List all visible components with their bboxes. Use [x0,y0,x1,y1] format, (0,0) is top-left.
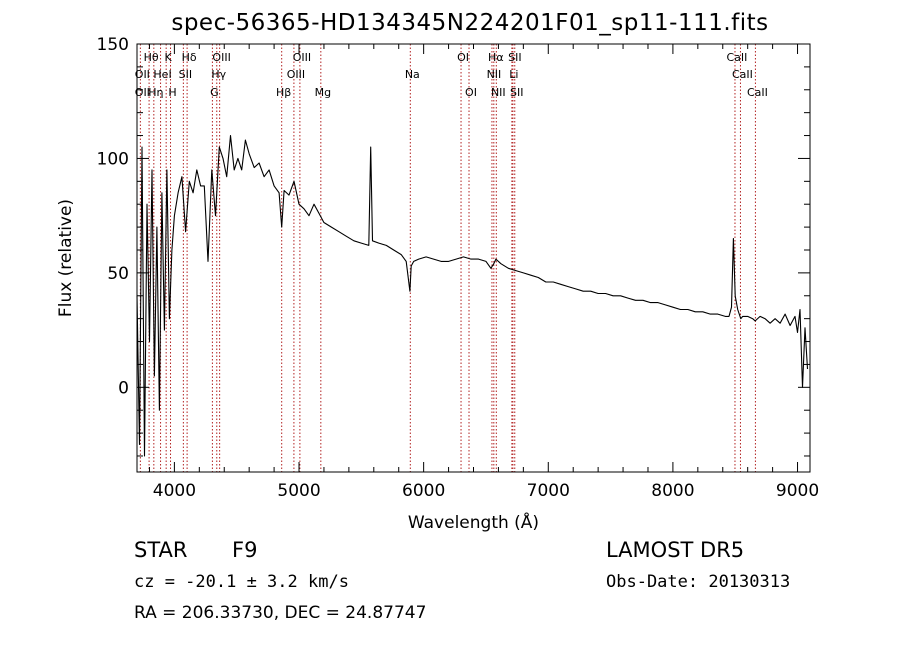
line-label-oi: OI [465,86,477,99]
line-label-oii: OII [135,86,150,99]
line-label-h: H [168,86,176,99]
line-label-oiii: OIII [293,51,311,64]
y-tick-label: 50 [107,264,129,284]
line-label-sii: SII [508,51,521,64]
x-tick-label: 4000 [153,481,196,501]
spectrum-line [136,135,809,457]
x-axis-label: Wavelength (Å) [408,511,539,533]
subclass-label: F9 [232,538,258,562]
x-tick-label: 7000 [527,481,570,501]
y-tick-label: 0 [118,378,129,398]
x-tick-label: 8000 [651,481,694,501]
coordinates-label: RA = 206.33730, DEC = 24.87747 [134,603,427,623]
line-label-oi: OI [457,51,469,64]
line-label-nii: NII [491,86,506,99]
line-label-hδ: Hδ [182,51,197,64]
plot-frame [136,43,811,473]
line-label-oiii: OIII [212,51,230,64]
line-label-li: Li [509,68,518,81]
line-label-sii: SII [510,86,523,99]
y-tick-label: 150 [97,35,129,55]
x-tick-label: 9000 [776,481,819,501]
line-label-hη: Hη [148,86,163,99]
line-label-hei: HeI [153,68,171,81]
line-label-g: G [210,86,219,99]
line-label-hβ: Hβ [276,86,291,99]
line-label-caii: CaII [747,86,768,99]
line-label-oiii: OIII [287,68,305,81]
object-type-label: STAR [134,538,188,562]
y-tick-label: 100 [97,149,129,169]
line-label-hθ: Hθ [144,51,159,64]
line-label-caii: CaII [727,51,748,64]
chart-title: spec-56365-HD134345N224201F01_sp11-111.f… [171,10,769,36]
line-label-k: K [165,51,173,64]
line-label-oii: OII [135,68,150,81]
line-label-mg: Mg [315,86,331,99]
line-label-sii: SII [179,68,192,81]
y-axis-label: Flux (relative) [56,199,76,317]
line-label-nii: NII [487,68,502,81]
obs-date-label: Obs-Date: 20130313 [606,572,791,592]
line-label-caii: CaII [732,68,753,81]
survey-label: LAMOST DR5 [606,538,745,562]
x-tick-label: 6000 [402,481,445,501]
redshift-label: cz = -20.1 ± 3.2 km/s [134,572,349,592]
line-label-hγ: Hγ [211,68,226,81]
line-label-hα: Hα [488,51,504,64]
line-label-na: Na [405,68,420,81]
x-tick-label: 5000 [277,481,320,501]
